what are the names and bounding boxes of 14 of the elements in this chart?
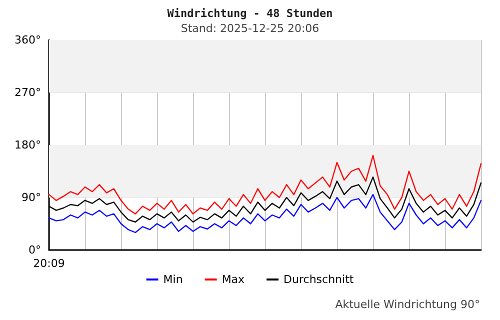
y-tick-label: 0°: [28, 244, 41, 256]
y-tick-label: 90°: [22, 191, 41, 204]
legend-label: Max: [222, 273, 246, 286]
y-tick-label: 180°: [14, 138, 41, 152]
y-tick-label: 360°: [14, 34, 41, 46]
x-tick-label: 20:09: [33, 257, 65, 270]
chart-title: Windrichtung - 48 Stunden: [167, 7, 333, 20]
chart-subtitle: Stand: 2025-12-25 20:06: [180, 22, 320, 35]
y-tick-label: 270°: [14, 86, 41, 99]
line-series: [48, 194, 482, 234]
text: Aktuelle Windrichtung 90°: [335, 298, 480, 311]
legend-label: Durchschnitt: [284, 273, 354, 286]
legend-label: Min: [163, 273, 183, 286]
line-series: [48, 154, 482, 214]
